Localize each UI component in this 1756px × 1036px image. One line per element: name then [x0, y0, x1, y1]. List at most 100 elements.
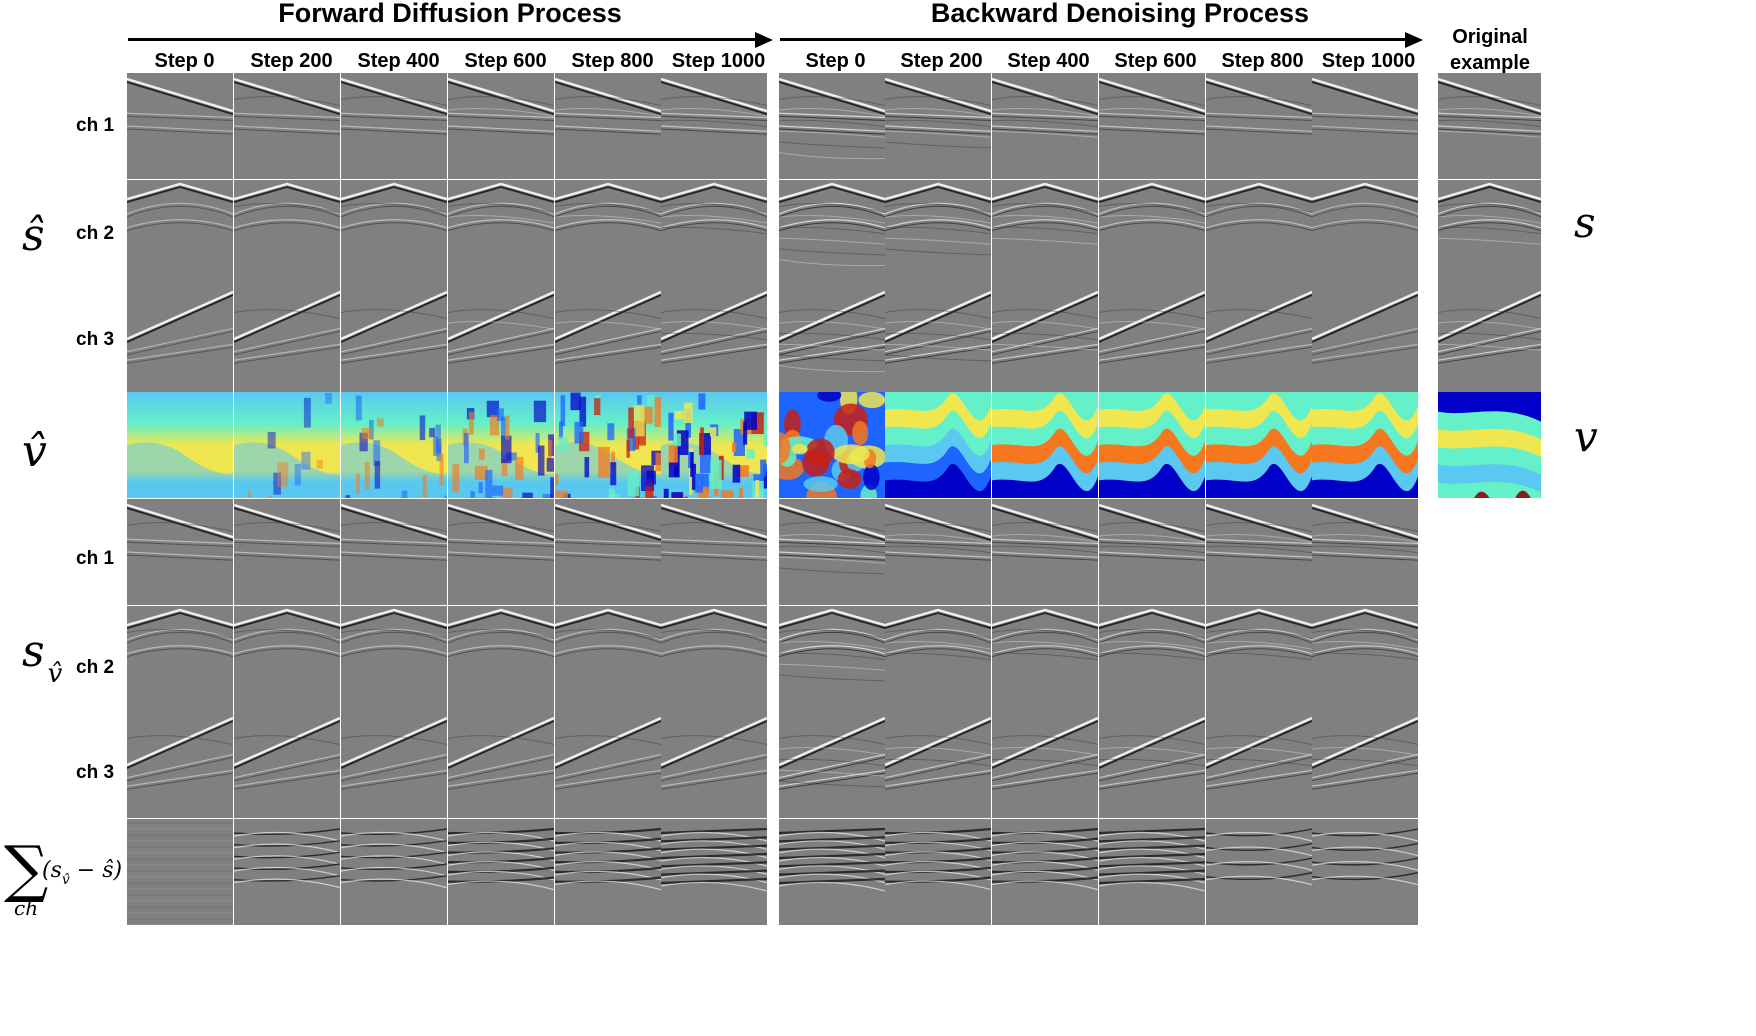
sum-expr-open: (s: [42, 858, 62, 883]
s-hat-ch2-tile: [1312, 180, 1418, 286]
s-v-ch3-tile: [127, 712, 233, 818]
s-hat-symbol: ŝ: [22, 210, 45, 261]
s-v-hat-symbol: s v̂: [22, 630, 62, 688]
backward-step-label: Step 800: [1221, 50, 1304, 72]
right-arrow-icon: [755, 32, 773, 48]
backward-arrow: [780, 32, 1423, 48]
s-hat-ch1-tile: [1312, 73, 1418, 179]
residual-tile: [885, 819, 991, 925]
s-original-ch2-tile: [1438, 180, 1541, 286]
backward-step-label: Step 1000: [1321, 50, 1416, 72]
s-hat-ch1-tile: [885, 73, 991, 179]
v-hat-tile: [234, 392, 340, 498]
s-original-ch3-tile: [1438, 286, 1541, 392]
s-hat-ch1-tile: [448, 73, 554, 179]
v-hat-tile: [341, 392, 447, 498]
s-symbol: s: [1574, 198, 1596, 247]
residual-tile: [341, 819, 447, 925]
s-hat-ch2-tile: [992, 180, 1098, 286]
s-v-hat-base: s: [22, 626, 45, 677]
s-v-ch3-tile: [448, 712, 554, 818]
residual-tile: [661, 819, 767, 925]
s-hat-ch2-tile: [661, 180, 767, 286]
s-hat-ch1-tile: [661, 73, 767, 179]
s-v-ch2-tile: [1099, 606, 1205, 712]
v-symbol: v: [1574, 412, 1598, 461]
v-hat-tile: [885, 392, 991, 498]
residual-tile: [779, 819, 885, 925]
v-hat-tile: [992, 392, 1098, 498]
v-hat-tile: [448, 392, 554, 498]
s-v-ch3-tile: [1099, 712, 1205, 818]
right-arrow-icon: [1405, 32, 1423, 48]
s-hat-ch2-tile: [555, 180, 661, 286]
s-hat-ch3-tile: [555, 286, 661, 392]
s-v-hat-subscript: v̂: [47, 659, 63, 689]
s-v-ch3-tile: [661, 712, 767, 818]
v-hat-tile: [1099, 392, 1205, 498]
forward-step-label: Step 1000: [671, 50, 766, 72]
s-hat-ch3-tile: [127, 286, 233, 392]
s-v-ch2-tile: [992, 606, 1098, 712]
s-v-ch2-tile: [1312, 606, 1418, 712]
residual-tile: [1099, 819, 1205, 925]
s-hat-ch3-tile: [1312, 286, 1418, 392]
backward-process-title: Backward Denoising Process: [930, 0, 1310, 28]
v-hat-tile: [555, 392, 661, 498]
forward-process-title: Forward Diffusion Process: [278, 0, 622, 28]
s-hat-ch2-tile: [127, 180, 233, 286]
residual-tile: [448, 819, 554, 925]
s-v-ch2-tile: [661, 606, 767, 712]
s-hat-ch2-tile: [448, 180, 554, 286]
s-hat-ch1-label: ch 1: [76, 115, 115, 136]
v-hat-tile: [1312, 392, 1418, 498]
s-hat-ch2-tile: [1206, 180, 1312, 286]
v-original-tile: [1438, 392, 1541, 498]
forward-arrow: [128, 32, 773, 48]
s-v-ch2-tile: [555, 606, 661, 712]
backward-arrow-line: [780, 38, 1406, 41]
residual-tile: [992, 819, 1098, 925]
s-v-ch3-tile: [779, 712, 885, 818]
s-v-ch1-tile: [234, 499, 340, 605]
s-v-ch2-tile: [341, 606, 447, 712]
backward-step-label: Step 200: [900, 50, 983, 72]
s-v-ch2-tile: [127, 606, 233, 712]
original-label-line1: Original: [1452, 26, 1528, 48]
sum-expr-rest: − ŝ): [69, 858, 123, 883]
residual-tile: [1206, 819, 1312, 925]
s-v-ch1-tile: [1206, 499, 1312, 605]
s-hat-ch2-tile: [1099, 180, 1205, 286]
v-hat-symbol: v̂: [22, 426, 47, 477]
s-hat-ch3-tile: [885, 286, 991, 392]
s-v-ch2-tile: [234, 606, 340, 712]
s-v-ch3-tile: [885, 712, 991, 818]
forward-step-label: Step 600: [464, 50, 547, 72]
original-label-line2: example: [1449, 52, 1531, 74]
s-v-ch1-tile: [341, 499, 447, 605]
v-hat-tile: [779, 392, 885, 498]
s-hat-ch1-tile: [341, 73, 447, 179]
sum-expression: (sv̂ − ŝ): [42, 858, 123, 888]
s-hat-ch3-tile: [234, 286, 340, 392]
s-v-ch3-tile: [992, 712, 1098, 818]
s-v-ch3-tile: [1206, 712, 1312, 818]
s-v-ch2-tile: [779, 606, 885, 712]
s-hat-ch2-label: ch 2: [76, 223, 115, 244]
s-v-ch2-tile: [1206, 606, 1312, 712]
v-hat-tile: [1206, 392, 1312, 498]
s-v-ch1-tile: [779, 499, 885, 605]
s-hat-ch1-tile: [127, 73, 233, 179]
residual-tile: [555, 819, 661, 925]
s-v-ch3-tile: [234, 712, 340, 818]
s-hat-ch3-tile: [992, 286, 1098, 392]
s-v-ch1-tile: [448, 499, 554, 605]
s-hat-ch3-tile: [661, 286, 767, 392]
s-original-ch1-tile: [1438, 73, 1541, 179]
residual-sum-symbol: ∑ ch (sv̂ − ŝ): [4, 838, 124, 919]
sum-expr-subscript: v̂: [61, 872, 70, 888]
s-v-ch1-tile: [661, 499, 767, 605]
s-hat-ch3-label: ch 3: [76, 329, 115, 350]
s-hat-ch1-tile: [779, 73, 885, 179]
residual-tile: [234, 819, 340, 925]
